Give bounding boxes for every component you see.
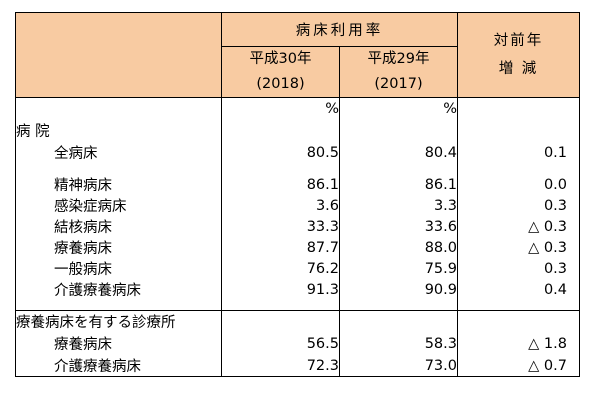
section-row-clinic: 療養病床を有する診療所 [15, 310, 580, 332]
row-value-change: △ 1.8 [457, 332, 580, 355]
table-row: 介護療養病床 91.3 90.9 0.4 [15, 279, 580, 300]
table-row: 療養病床 56.5 58.3 △ 1.8 [15, 332, 580, 355]
spacer-row [15, 300, 580, 311]
section-title-clinic: 療養病床を有する診療所 [15, 310, 222, 332]
section-title-hospital: 病 院 [15, 120, 222, 141]
row-label: 全病床 [15, 141, 222, 164]
row-value-2017: 73.0 [339, 355, 458, 377]
row-value-2017: 3.3 [339, 195, 458, 216]
row-label: 療養病床 [15, 332, 222, 355]
bed-utilization-table: 病床利用率 対前年 増 減 平成30年 (2018) 平成29年 (2017) … [15, 12, 580, 377]
row-value-change: 0.3 [457, 258, 580, 279]
header-blank-cell [15, 12, 222, 98]
header-yoy-change: 対前年 増 減 [457, 12, 580, 98]
row-value-2018: 86.1 [221, 174, 340, 195]
row-value-change: △ 0.7 [457, 355, 580, 377]
row-value-2018: 91.3 [221, 279, 340, 300]
row-value-change: 0.3 [457, 195, 580, 216]
row-value-2017: 80.4 [339, 141, 458, 164]
table-row: 精神病床 86.1 86.1 0.0 [15, 174, 580, 195]
header-yoy-change-line1: 対前年 [493, 33, 544, 49]
row-label: 感染症病床 [15, 195, 222, 216]
table-row: 介護療養病床 72.3 73.0 △ 0.7 [15, 355, 580, 377]
row-value-change: 0.1 [457, 141, 580, 164]
header-yoy-change-line2: 増 減 [498, 61, 539, 77]
row-value-2018: 3.6 [221, 195, 340, 216]
header-year-2017-era: 平成29年 [367, 51, 430, 67]
table-row: 全病床 80.5 80.4 0.1 [15, 141, 580, 164]
unit-2017: % [339, 97, 458, 120]
row-label: 療養病床 [15, 237, 222, 258]
row-value-2017: 33.6 [339, 216, 458, 237]
row-value-2018: 87.7 [221, 237, 340, 258]
row-value-2018: 33.3 [221, 216, 340, 237]
header-bed-utilization-rate: 病床利用率 [221, 12, 458, 47]
unit-row: % % [15, 97, 580, 120]
row-value-2017: 86.1 [339, 174, 458, 195]
header-year-2017: 平成29年 (2017) [339, 46, 458, 98]
table-row: 感染症病床 3.6 3.3 0.3 [15, 195, 580, 216]
unit-2018: % [221, 97, 340, 120]
row-value-change: 0.0 [457, 174, 580, 195]
row-value-2017: 88.0 [339, 237, 458, 258]
table-header: 病床利用率 対前年 増 減 平成30年 (2018) 平成29年 (2017) [15, 12, 580, 98]
table-body: % % 病 院 全病床 80.5 80.4 0.1 精神病床 86.1 86.1… [15, 97, 580, 377]
header-year-2018: 平成30年 (2018) [221, 46, 340, 98]
row-value-2017: 75.9 [339, 258, 458, 279]
row-value-2017: 58.3 [339, 332, 458, 355]
row-value-change: 0.4 [457, 279, 580, 300]
row-label: 結核病床 [15, 216, 222, 237]
row-label: 介護療養病床 [15, 355, 222, 377]
spacer-row [15, 164, 580, 174]
row-value-2017: 90.9 [339, 279, 458, 300]
table-row: 結核病床 33.3 33.6 △ 0.3 [15, 216, 580, 237]
row-value-2018: 72.3 [221, 355, 340, 377]
row-value-2018: 56.5 [221, 332, 340, 355]
header-year-2018-era: 平成30年 [249, 51, 312, 67]
unit-row-label-cell [15, 97, 222, 120]
table-row: 療養病床 87.7 88.0 △ 0.3 [15, 237, 580, 258]
row-label: 介護療養病床 [15, 279, 222, 300]
header-year-2018-western: (2018) [256, 76, 305, 92]
row-label: 一般病床 [15, 258, 222, 279]
row-value-change: △ 0.3 [457, 237, 580, 258]
row-label: 精神病床 [15, 174, 222, 195]
table-row: 一般病床 76.2 75.9 0.3 [15, 258, 580, 279]
row-value-2018: 80.5 [221, 141, 340, 164]
row-value-change: △ 0.3 [457, 216, 580, 237]
row-value-2018: 76.2 [221, 258, 340, 279]
unit-change-cell [457, 97, 580, 120]
header-year-2017-western: (2017) [374, 76, 423, 92]
section-row-hospital: 病 院 [15, 120, 580, 141]
